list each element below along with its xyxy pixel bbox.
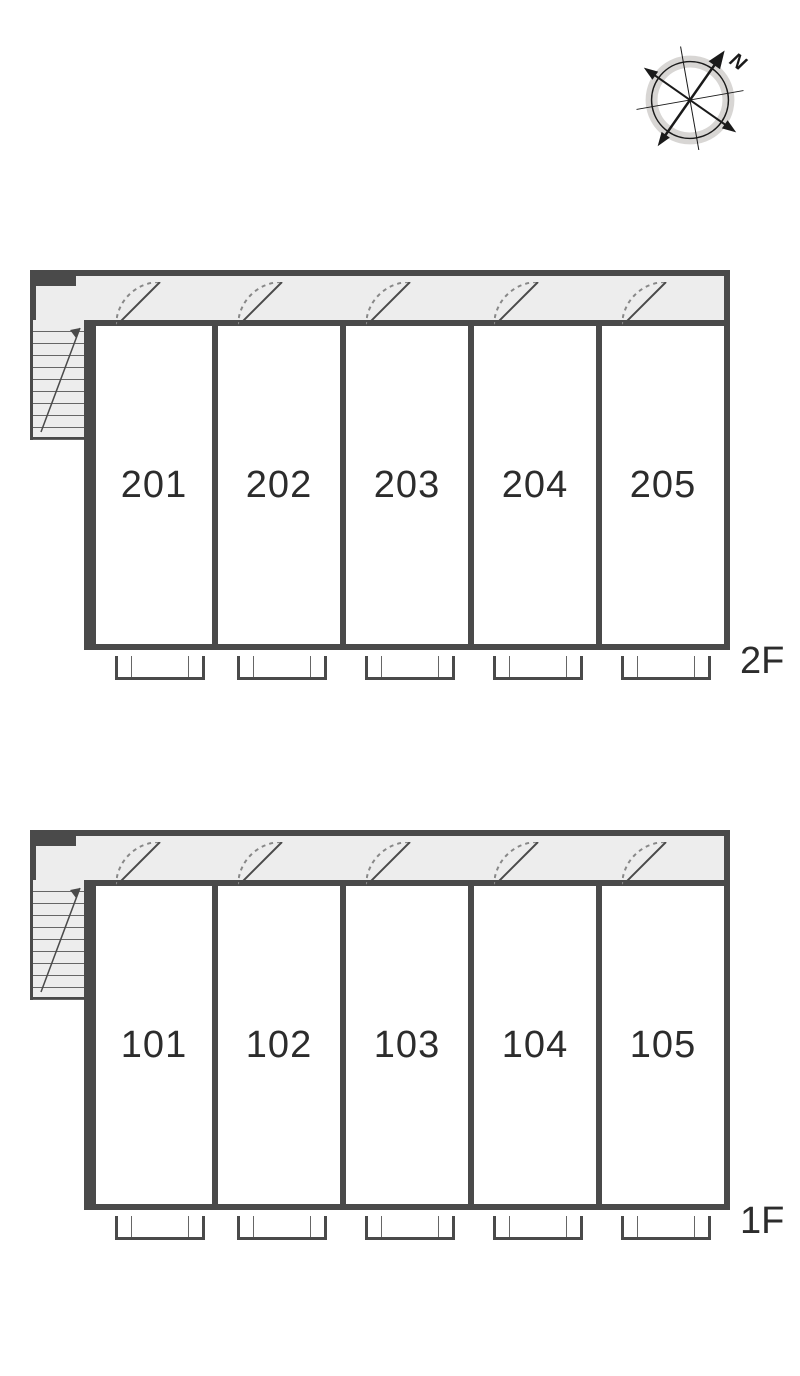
- door-arc: [622, 282, 672, 326]
- unit-104: 104: [474, 880, 602, 1210]
- unit-102: 102: [218, 880, 346, 1210]
- unit-label: 202: [246, 464, 312, 507]
- balcony: [365, 1216, 455, 1240]
- unit-204: 204: [474, 320, 602, 650]
- door-arc: [116, 842, 166, 886]
- floor-label: 2F: [740, 640, 784, 683]
- door-arc: [622, 842, 672, 886]
- floor-label: 1F: [740, 1200, 784, 1243]
- balcony: [493, 656, 583, 680]
- unit-203: 203: [346, 320, 474, 650]
- unit-label: 203: [374, 464, 440, 507]
- units-row: 101 102 103 104 105: [90, 880, 730, 1210]
- floor-1F: 1011021031041051F: [30, 830, 730, 1254]
- compass: N: [630, 30, 750, 150]
- balcony: [115, 656, 205, 680]
- unit-202: 202: [218, 320, 346, 650]
- balcony: [621, 1216, 711, 1240]
- balcony: [237, 656, 327, 680]
- stairs: [30, 320, 85, 440]
- balcony: [493, 1216, 583, 1240]
- unit-label: 201: [121, 464, 187, 507]
- door-arc: [494, 282, 544, 326]
- door-arc: [116, 282, 166, 326]
- unit-label: 104: [502, 1024, 568, 1067]
- door-arc: [366, 842, 416, 886]
- floor-2F: 2012022032042052F: [30, 270, 730, 694]
- unit-201: 201: [90, 320, 218, 650]
- unit-label: 204: [502, 464, 568, 507]
- compass-north-label: N: [725, 49, 750, 76]
- unit-103: 103: [346, 880, 474, 1210]
- balcony: [115, 1216, 205, 1240]
- units-row: 201 202 203 204 205: [90, 320, 730, 650]
- door-arc: [366, 282, 416, 326]
- left-outer-wall: [84, 880, 90, 1210]
- wall-cap: [36, 276, 76, 286]
- unit-105: 105: [602, 880, 730, 1210]
- balcony: [365, 656, 455, 680]
- unit-101: 101: [90, 880, 218, 1210]
- door-arc: [238, 282, 288, 326]
- wall-cap: [36, 836, 76, 846]
- door-arc: [494, 842, 544, 886]
- left-outer-wall: [84, 320, 90, 650]
- balcony: [237, 1216, 327, 1240]
- unit-label: 103: [374, 1024, 440, 1067]
- unit-label: 205: [630, 464, 696, 507]
- unit-label: 102: [246, 1024, 312, 1067]
- door-arc: [238, 842, 288, 886]
- balcony: [621, 656, 711, 680]
- unit-label: 105: [630, 1024, 696, 1067]
- unit-label: 101: [121, 1024, 187, 1067]
- floorplan-canvas: N 201 202 203 204 205 2F 101 102 103 104 105 1F: [0, 0, 800, 1376]
- stairs: [30, 880, 85, 1000]
- unit-205: 205: [602, 320, 730, 650]
